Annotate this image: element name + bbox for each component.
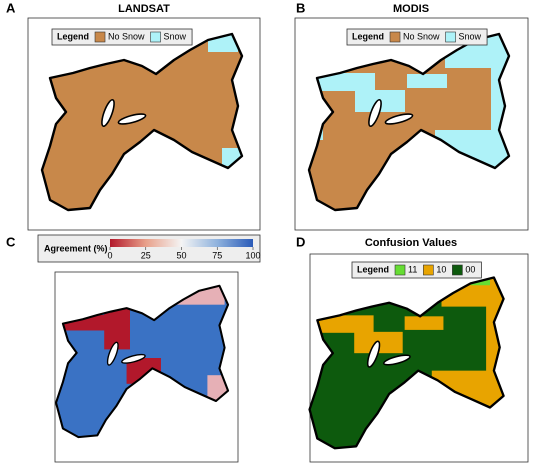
panel-title: LANDSAT [118,3,170,15]
legend-label: No Snow [108,31,145,41]
legend-swatch [423,264,434,276]
legend-swatch [445,31,456,43]
legend-box [351,261,482,279]
legend-label: Snow [459,31,482,41]
legend-swatch [394,264,406,276]
colorbar-gradient [110,239,253,247]
legend-swatch [452,264,463,276]
colorbar-tick-label: 25 [141,250,151,260]
panel-label: D [296,234,305,249]
panel-label: B [296,0,305,15]
legend-label: No Snow [403,31,440,41]
panel-title: MODIS [393,3,429,15]
legend-label: 10 [436,264,446,274]
legend: Legend No Snow Snow [346,28,488,46]
panel-title: Confusion Values [365,237,457,249]
colorbar-tick-label: 50 [176,250,186,260]
legend-label: 11 [408,264,417,274]
legend-swatch [389,31,401,43]
colorbar-tick-label: 75 [212,250,222,260]
panel-label: A [6,0,16,15]
legend-title: Legend [352,31,384,41]
colorbar: Agreement (%)0 25 50 75 100 [37,234,261,263]
map [40,32,244,212]
colorbar-title: Agreement (%) [44,243,108,253]
colorbar-tick-label: 100 [245,250,260,260]
legend-swatch [150,31,161,43]
legend: Legend No Snow Snow [51,28,193,46]
legend-title: Legend [57,31,89,41]
legend-swatch [94,31,106,43]
legend: Legend 11 10 00 [351,261,482,279]
colorbar-tick-label: 0 [107,250,112,260]
legend-label: 00 [465,264,475,274]
panel-label: C [6,234,16,249]
legend-title: Legend [357,264,389,274]
legend-label: Snow [164,31,187,41]
